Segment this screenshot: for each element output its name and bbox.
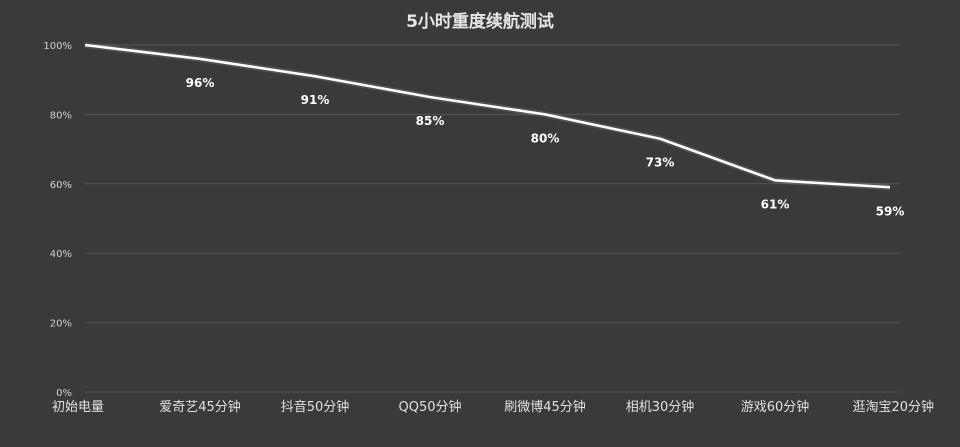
grid-lines xyxy=(85,44,900,393)
x-tick-label: 初始电量 xyxy=(52,400,104,415)
data-label: 73% xyxy=(646,156,675,170)
data-labels: 96% 91% 85% 80% 73% 61% 59% xyxy=(186,76,905,218)
data-label: 59% xyxy=(876,204,905,218)
y-axis-ticks: 0% 20% 40% 60% 80% 100% xyxy=(43,41,72,399)
x-tick-label: 刷微博45分钟 xyxy=(504,399,586,415)
x-tick-label: 抖音50分钟 xyxy=(281,399,350,415)
data-label: 61% xyxy=(761,197,790,211)
data-label: 85% xyxy=(416,114,445,128)
series-line-glow xyxy=(84,42,891,191)
x-tick-label: 爱奇艺45分钟 xyxy=(159,399,241,415)
y-tick-label: 80% xyxy=(50,110,72,121)
x-tick-label: 逛淘宝20分钟 xyxy=(852,399,934,415)
x-tick-label: 游戏60分钟 xyxy=(741,399,810,415)
y-tick-label: 60% xyxy=(50,180,72,191)
y-tick-label: 40% xyxy=(50,249,72,260)
data-label: 91% xyxy=(301,93,330,107)
data-label: 96% xyxy=(186,76,215,90)
chart-title: 5小时重度续航测试 xyxy=(406,11,554,32)
x-tick-label: 相机30分钟 xyxy=(626,399,695,415)
x-tick-label: QQ50分钟 xyxy=(398,399,461,415)
series-line-layer xyxy=(84,42,891,191)
y-tick-label: 100% xyxy=(43,41,72,52)
y-tick-label: 20% xyxy=(50,319,72,330)
data-label: 80% xyxy=(531,131,560,145)
series-line xyxy=(84,43,891,189)
y-tick-label: 0% xyxy=(56,388,72,399)
x-axis-ticks: 初始电量 爱奇艺45分钟 抖音50分钟 QQ50分钟 刷微博45分钟 相机30分钟 游戏60… xyxy=(52,399,934,415)
